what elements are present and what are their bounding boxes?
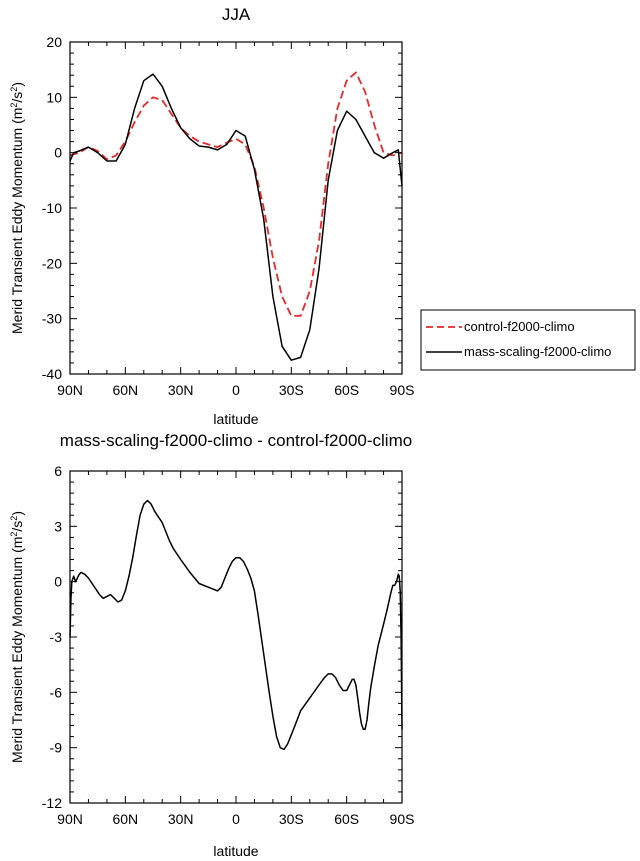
bottom-plot-frame — [69, 470, 403, 804]
bottom-ytick-label: 6 — [54, 463, 62, 479]
top-xtick-label: 30N — [168, 382, 194, 398]
bottom-ytick-label: -6 — [50, 684, 63, 700]
top-ytick-label: 0 — [54, 145, 62, 161]
top-xtick-label: 60N — [112, 382, 138, 398]
bottom-xtick-label: 0 — [232, 811, 240, 827]
top-xtick-label: 90N — [57, 382, 83, 398]
bottom-y-label-end: ) — [9, 511, 25, 516]
top-x-axis-label: latitude — [213, 411, 258, 427]
bottom-ytick-label: 0 — [54, 574, 62, 590]
top-legend: control-f2000-climo mass-scaling-f2000-c… — [420, 309, 636, 371]
top-series-1 — [69, 71, 403, 317]
top-ytick-label: -40 — [42, 366, 62, 382]
bottom-ytick-label: 3 — [54, 518, 62, 534]
bottom-ytick-label: -12 — [42, 795, 62, 811]
legend-label-mass-scaling: mass-scaling-f2000-climo — [464, 344, 611, 359]
bottom-xtick-label: 30N — [168, 811, 194, 827]
top-y-label-end: ) — [9, 82, 25, 87]
svg-text:Merid Transient Eddy Momentum: Merid Transient Eddy Momentum (m2/s2) — [9, 82, 25, 334]
top-ytick-label: 20 — [46, 34, 62, 50]
bottom-y-label-sup1: 2 — [9, 532, 19, 537]
legend-box — [420, 309, 636, 371]
bottom-xtick-label: 90N — [57, 811, 83, 827]
bottom-ytick-label: -9 — [50, 740, 63, 756]
top-y-label-main: Merid Transient Eddy Momentum (m — [9, 108, 25, 334]
bottom-ytick-label: -3 — [50, 629, 63, 645]
top-ytick-label: -20 — [42, 255, 62, 271]
bottom-xtick-label: 60S — [334, 811, 359, 827]
top-y-label-mid: /s — [9, 92, 25, 103]
top-plot-frame — [69, 41, 403, 375]
bottom-y-label-sup2: 2 — [9, 516, 19, 521]
top-xtick-label: 90S — [390, 382, 415, 398]
top-xtick-label: 0 — [232, 382, 240, 398]
svg-text:Merid Transient Eddy Momentum: Merid Transient Eddy Momentum (m2/s2) — [9, 511, 25, 763]
bottom-x-axis-label: latitude — [213, 843, 258, 859]
bottom-y-axis-label: Merid Transient Eddy Momentum (m2/s2) — [9, 511, 25, 763]
top-y-axis-label: Merid Transient Eddy Momentum (m2/s2) — [9, 82, 25, 334]
bottom-y-label-mid: /s — [9, 521, 25, 532]
top-y-label-sup1: 2 — [9, 103, 19, 108]
legend-label-control: control-f2000-climo — [464, 319, 575, 334]
bottom-series-1 — [69, 499, 403, 751]
top-plot-area: 90N 60N 30N 0 30S 60S 90S 20 10 0 -10 -20 -30 -40 — [42, 34, 415, 398]
bottom-xtick-label: 60N — [112, 811, 138, 827]
bottom-plot-area: 90N 60N 30N 0 30S 60S 90S 6 3 0 -3 -6 -9 -12 — [42, 463, 415, 827]
top-chart-title: JJA — [222, 5, 251, 24]
top-xtick-label: 60S — [334, 382, 359, 398]
top-xtick-label: 30S — [279, 382, 304, 398]
bottom-xtick-label: 30S — [279, 811, 304, 827]
bottom-chart-title: mass-scaling-f2000-climo - control-f2000… — [60, 431, 412, 450]
top-y-label-sup2: 2 — [9, 87, 19, 92]
top-ytick-label: -10 — [42, 200, 62, 216]
bottom-xtick-label: 90S — [390, 811, 415, 827]
top-series-2 — [69, 73, 403, 361]
top-ytick-label: 10 — [46, 89, 62, 105]
top-ytick-label: -30 — [42, 311, 62, 327]
bottom-y-label-main: Merid Transient Eddy Momentum (m — [9, 537, 25, 763]
